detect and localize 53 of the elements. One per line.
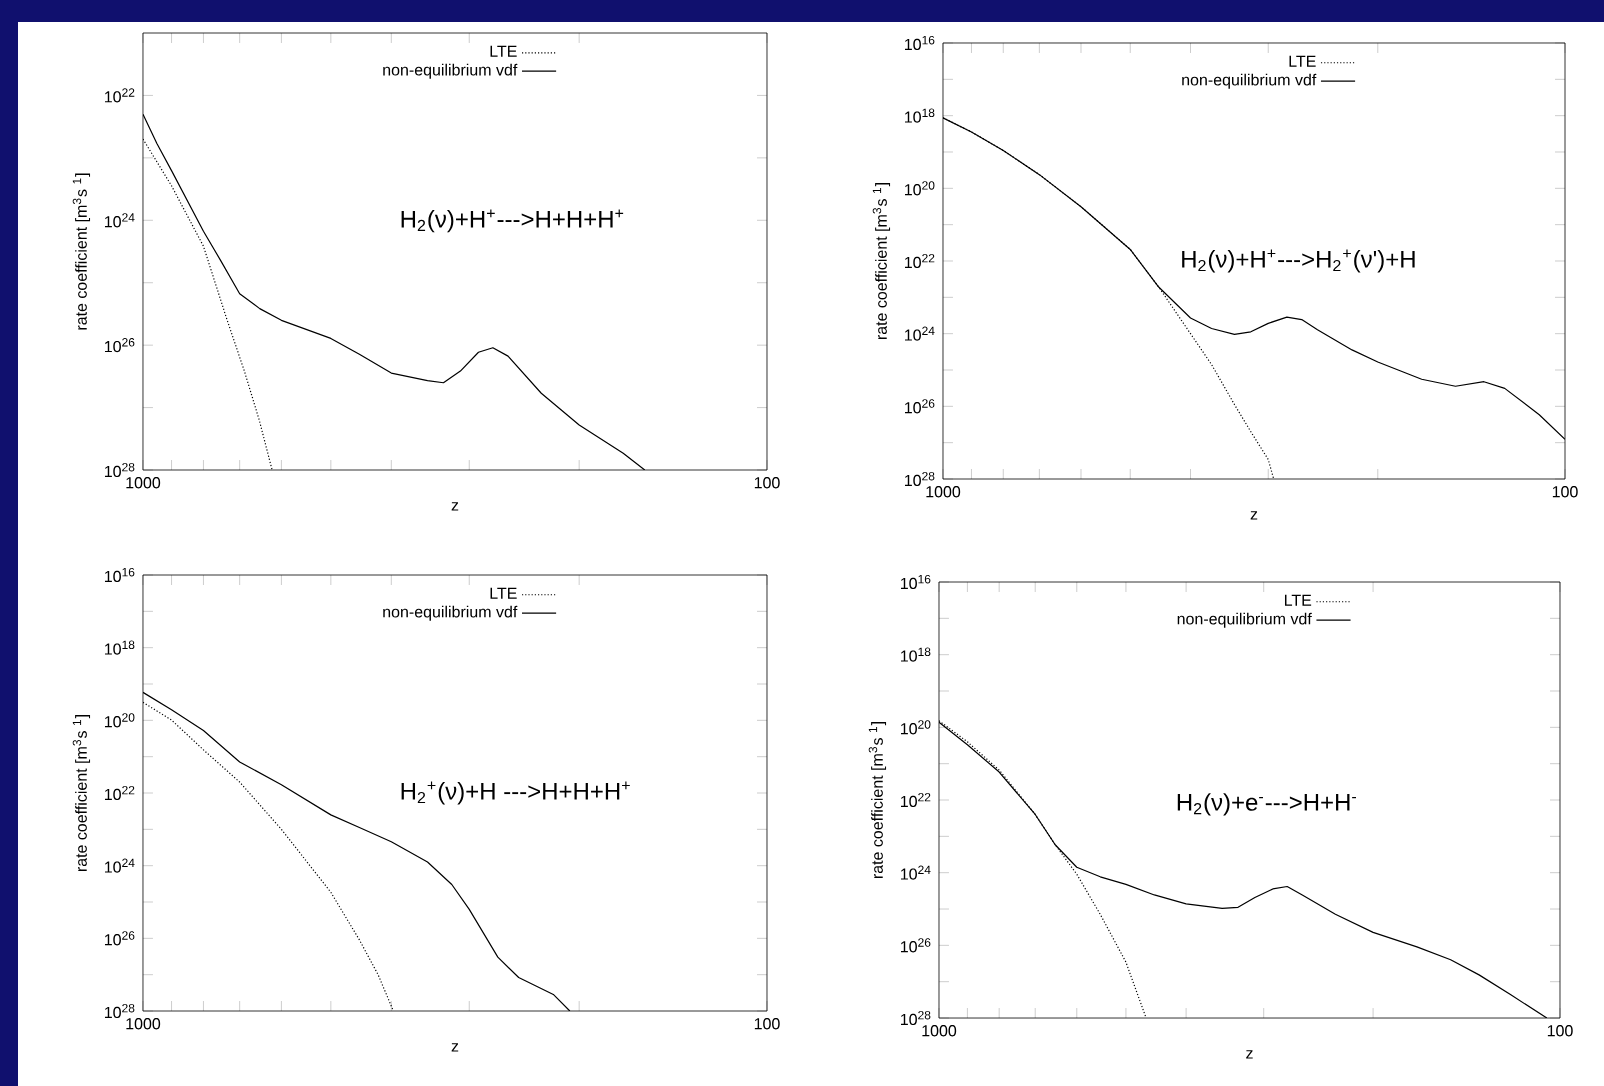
x-axis-title: z — [451, 502, 459, 511]
y-tick-label: 10$^{26}$ — [104, 931, 135, 946]
y-axis-title: rate coefficient [m$^{3}$s $^{1}$] — [872, 183, 891, 340]
x-tick-label: 1000 — [922, 1025, 957, 1037]
legend-label: non-equilibrium vdf — [383, 63, 518, 79]
y-tick-label: 10$^{24}$ — [905, 326, 935, 341]
y-tick-label: 10$^{28}$ — [104, 1003, 135, 1019]
x-tick-label: 100 — [1547, 1025, 1573, 1037]
legend-label: LTE — [1289, 55, 1316, 67]
annotation: H$_{2}$(ν)+H$^{+}$--->H$_{2}$$^{+}$(ν')+H — [1182, 249, 1415, 273]
y-tick-label: 10$^{20}$ — [104, 713, 135, 728]
y-tick-label: 10$^{24}$ — [901, 865, 931, 880]
y-tick-label: 10$^{22}$ — [104, 88, 135, 103]
y-tick-label: 10$^{26}$ — [901, 938, 931, 953]
y-tick-label: 10$^{16}$ — [905, 35, 935, 51]
annotation: H$_{2}$$^{+}$(ν)+H --->H+H+H$^{+}$ — [401, 781, 630, 805]
x-tick-label: 1000 — [926, 486, 961, 498]
y-tick-label: 10$^{16}$ — [901, 574, 931, 590]
legend-label: non-equilibrium vdf — [383, 605, 518, 621]
y-axis-title: rate coefficient [m$^{3}$s $^{1}$] — [72, 715, 91, 872]
y-tick-label: 10$^{18}$ — [905, 108, 935, 123]
y-tick-label: 10$^{16}$ — [104, 567, 135, 583]
x-axis-title: z — [451, 1043, 459, 1052]
annotation: H$_{2}$(ν)+H$^{+}$--->H+H+H$^{+}$ — [401, 209, 624, 233]
y-tick-label: 10$^{28}$ — [905, 471, 935, 487]
y-tick-label: 10$^{18}$ — [104, 640, 135, 655]
y-axis-title: rate coefficient [m$^{3}$s $^{1}$] — [868, 722, 887, 879]
y-tick-label: 10$^{20}$ — [901, 720, 931, 735]
y-tick-label: 10$^{26}$ — [104, 338, 135, 353]
legend-label: non-equilibrium vdf — [1182, 73, 1317, 89]
x-tick-label: 1000 — [126, 1018, 161, 1030]
y-tick-label: 10$^{22}$ — [104, 785, 135, 801]
x-axis-title: z — [1250, 511, 1258, 520]
y-tick-label: 10$^{22}$ — [901, 792, 931, 808]
y-tick-label: 10$^{20}$ — [905, 181, 935, 196]
y-tick-label: 10$^{28}$ — [901, 1010, 931, 1026]
x-axis-title: z — [1246, 1050, 1253, 1059]
x-tick-label: 1000 — [126, 477, 161, 489]
y-axis-title: rate coefficient [m$^{3}$s $^{1}$] — [72, 173, 91, 330]
x-tick-label: 100 — [754, 477, 780, 489]
legend-label: non-equilibrium vdf — [1177, 612, 1312, 628]
legend-label: LTE — [1284, 594, 1312, 606]
y-tick-label: 10$^{26}$ — [905, 399, 935, 414]
annotation: H$_{2}$(ν)+e$^{-}$--->H+H$^{-}$ — [1177, 793, 1357, 816]
x-tick-label: 100 — [754, 1018, 780, 1030]
y-tick-label: 10$^{18}$ — [901, 647, 931, 662]
legend-label: LTE — [490, 587, 517, 599]
y-tick-label: 10$^{28}$ — [104, 462, 135, 478]
legend-label: LTE — [490, 45, 517, 57]
y-tick-label: 10$^{24}$ — [104, 213, 135, 228]
x-tick-label: 100 — [1552, 486, 1578, 498]
y-tick-label: 10$^{22}$ — [905, 253, 935, 269]
y-tick-label: 10$^{24}$ — [104, 858, 135, 873]
